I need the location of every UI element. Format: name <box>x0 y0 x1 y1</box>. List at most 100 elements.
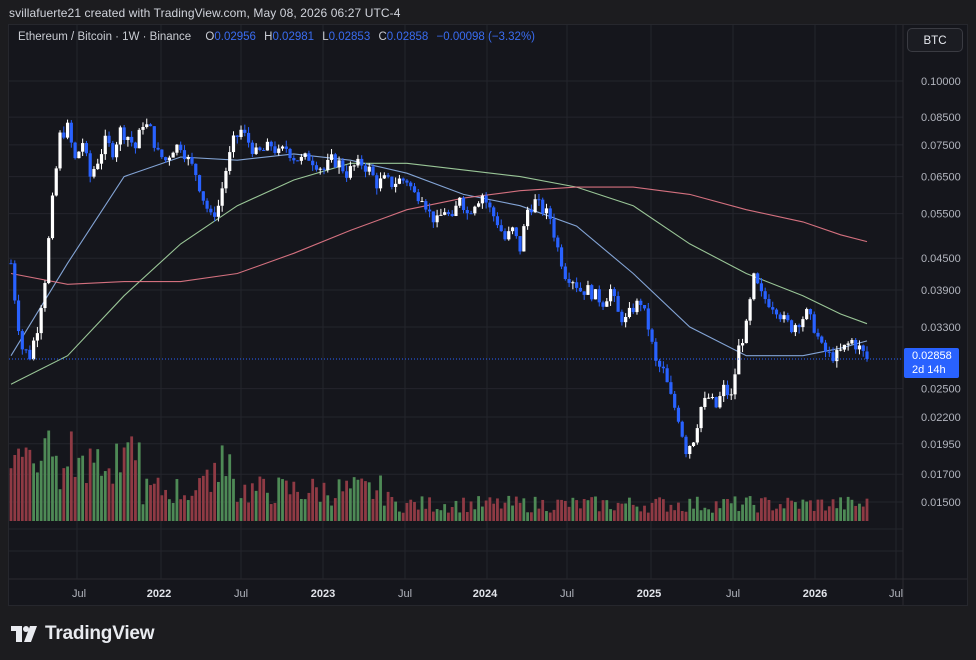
candle-body <box>578 287 583 292</box>
volume-bar <box>73 476 77 521</box>
candle-body <box>409 182 413 187</box>
volume-bar <box>793 502 797 521</box>
volume-bar <box>160 495 164 521</box>
price-tick-label: 0.01500 <box>921 497 961 509</box>
candle-body <box>740 343 745 346</box>
volume-bar <box>375 490 379 521</box>
chart-frame[interactable]: 0.10000 0.08500 0.07500 0.06500 0.05500 0.045… <box>8 24 968 606</box>
candle-body <box>507 231 511 240</box>
high-label: H <box>264 31 273 43</box>
candle-body <box>608 289 613 302</box>
candle-body <box>763 291 767 300</box>
volume-bar <box>488 497 492 521</box>
candle-body <box>676 407 681 422</box>
volume-bar <box>673 510 677 521</box>
price-tick-label: 0.08500 <box>921 112 961 124</box>
candle-body <box>729 394 733 396</box>
candle-body <box>703 397 707 408</box>
candle-body <box>699 407 703 429</box>
candle-body <box>228 152 232 171</box>
volume-bar <box>201 475 205 521</box>
volume-bar <box>115 443 118 521</box>
volume-bar <box>413 501 416 521</box>
volume-bar <box>744 497 748 521</box>
volume-bar <box>858 503 861 521</box>
volume-bar <box>533 496 537 521</box>
time-tick-label: 2026 <box>803 588 827 600</box>
volume-bar <box>213 462 217 521</box>
volume-bar <box>58 489 62 521</box>
candle-body <box>808 309 813 315</box>
volume-bar <box>262 478 266 521</box>
low-value: 0.02853 <box>328 31 371 43</box>
candle-body <box>329 154 334 160</box>
tradingview-logo-icon <box>11 626 37 642</box>
volume-bar <box>586 500 590 521</box>
candle-body <box>356 158 360 166</box>
price-tick-label: 0.10000 <box>921 76 961 88</box>
price-tick-label: 0.06500 <box>921 172 961 184</box>
tradingview-logo[interactable]: TradingView <box>11 623 155 645</box>
candle-body <box>499 225 503 232</box>
volume-bar <box>492 503 496 521</box>
candle-body <box>556 237 560 248</box>
volume-bar <box>661 499 665 521</box>
volume-bar <box>167 499 171 521</box>
price-tick-label: 0.05500 <box>921 209 961 221</box>
volume-bar <box>496 498 499 521</box>
volume-bar <box>179 499 183 521</box>
volume-bar <box>224 476 228 521</box>
symbol-label[interactable]: Ethereum / Bitcoin · 1W · Binance <box>18 31 192 43</box>
volume-bar <box>529 512 533 521</box>
chart-canvas[interactable]: 0.10000 0.08500 0.07500 0.06500 0.05500 0.045… <box>9 25 967 605</box>
volume-bar <box>790 500 793 521</box>
candle-body <box>137 129 141 149</box>
volume-bar <box>537 508 541 521</box>
volume-bar <box>865 498 869 521</box>
candle-body <box>650 329 654 342</box>
candle-body <box>850 339 854 344</box>
candle-body <box>224 170 228 189</box>
candle-body <box>148 124 153 127</box>
candle-body <box>375 175 379 189</box>
candle-body <box>345 171 349 178</box>
candle-body <box>160 149 164 158</box>
candle-body <box>277 148 281 153</box>
price-tick-label: 0.03300 <box>921 322 961 334</box>
candle-body <box>835 350 839 362</box>
candle-body <box>47 238 51 284</box>
volume-bar <box>341 491 345 521</box>
candle-body <box>243 129 247 133</box>
volume-bar <box>726 499 729 521</box>
volume-bar <box>545 511 548 521</box>
candle-body <box>454 205 458 216</box>
chart-credit: svillafuerte21 created with TradingView.… <box>9 6 401 20</box>
candle-body <box>194 163 198 176</box>
currency-button[interactable]: BTC <box>907 28 963 52</box>
volume-bar <box>24 447 28 521</box>
volume-bar <box>760 498 763 521</box>
candle-body <box>748 299 752 321</box>
volume-bar <box>186 500 190 521</box>
candle-body <box>390 176 394 187</box>
volume-bar <box>812 510 816 521</box>
volume-bar <box>548 512 552 521</box>
volume-bar <box>518 502 522 521</box>
volume-bar <box>594 496 597 521</box>
candle-body <box>522 226 526 252</box>
volume-bar <box>284 480 288 521</box>
candle-body <box>488 202 492 208</box>
candle-body <box>363 165 368 172</box>
candle-body <box>684 436 688 455</box>
volume-bar <box>307 492 311 521</box>
candle-body <box>167 157 171 161</box>
candle-body <box>590 285 594 300</box>
volume-bar <box>714 501 718 521</box>
volume-bar <box>356 479 360 521</box>
candle-body <box>341 160 345 172</box>
candle-body <box>673 393 677 408</box>
candle-body <box>352 165 356 167</box>
volume-bar <box>431 511 435 521</box>
candle-body <box>559 247 564 267</box>
volume-bar <box>103 471 107 521</box>
